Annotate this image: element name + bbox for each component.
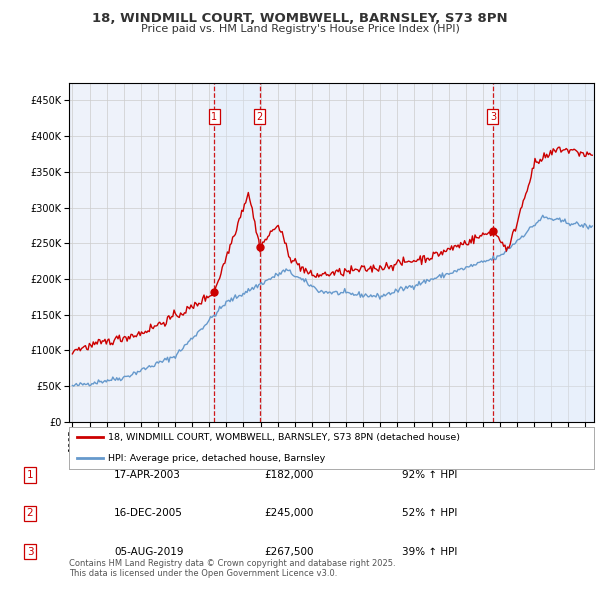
Text: 39% ↑ HPI: 39% ↑ HPI: [402, 547, 457, 556]
Text: £267,500: £267,500: [264, 547, 314, 556]
Text: Price paid vs. HM Land Registry's House Price Index (HPI): Price paid vs. HM Land Registry's House …: [140, 24, 460, 34]
Text: 3: 3: [490, 112, 496, 122]
Bar: [493, 83, 594, 422]
Text: 92% ↑ HPI: 92% ↑ HPI: [402, 470, 457, 480]
Text: 52% ↑ HPI: 52% ↑ HPI: [402, 509, 457, 518]
Text: 05-AUG-2019: 05-AUG-2019: [114, 547, 184, 556]
Bar: [214, 83, 260, 422]
Text: £245,000: £245,000: [264, 509, 313, 518]
Text: 16-DEC-2005: 16-DEC-2005: [114, 509, 183, 518]
Text: 1: 1: [211, 112, 217, 122]
Text: £182,000: £182,000: [264, 470, 313, 480]
Text: HPI: Average price, detached house, Barnsley: HPI: Average price, detached house, Barn…: [109, 454, 326, 463]
Text: 2: 2: [26, 509, 34, 518]
Text: 2: 2: [257, 112, 263, 122]
Text: 18, WINDMILL COURT, WOMBWELL, BARNSLEY, S73 8PN: 18, WINDMILL COURT, WOMBWELL, BARNSLEY, …: [92, 12, 508, 25]
Text: 18, WINDMILL COURT, WOMBWELL, BARNSLEY, S73 8PN (detached house): 18, WINDMILL COURT, WOMBWELL, BARNSLEY, …: [109, 432, 460, 442]
Text: 1: 1: [26, 470, 34, 480]
Text: 3: 3: [26, 547, 34, 556]
Text: 17-APR-2003: 17-APR-2003: [114, 470, 181, 480]
Text: Contains HM Land Registry data © Crown copyright and database right 2025.
This d: Contains HM Land Registry data © Crown c…: [69, 559, 395, 578]
